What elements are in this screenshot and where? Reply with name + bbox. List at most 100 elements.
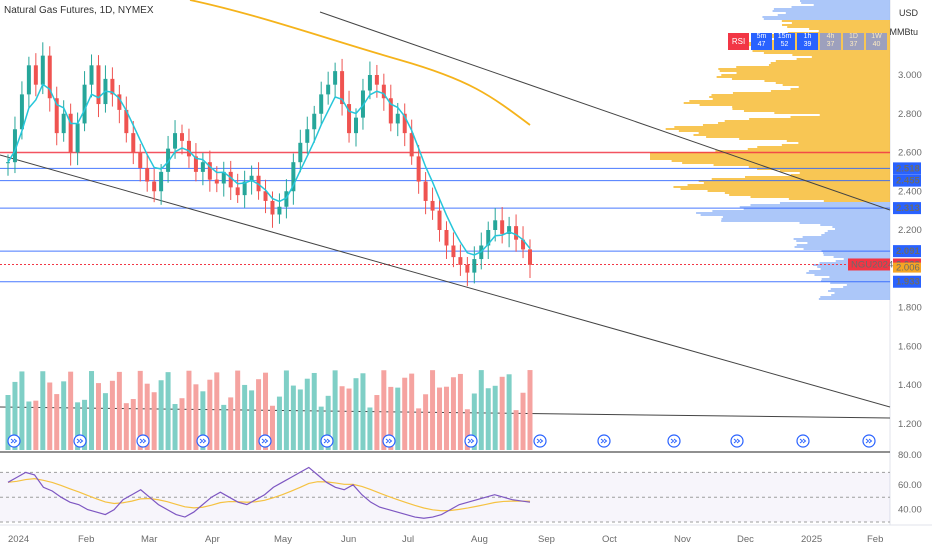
symbol-badge xyxy=(848,258,890,271)
candle-body xyxy=(68,113,73,153)
volume-bar xyxy=(193,384,199,450)
trendline-upper xyxy=(319,11,891,211)
volume-bar xyxy=(478,370,484,450)
candle-body xyxy=(152,181,157,192)
volume-profile-bar xyxy=(768,64,890,66)
volume-profile-bar xyxy=(832,226,890,228)
volume-profile-bar xyxy=(821,278,890,280)
volume-bar xyxy=(151,392,157,450)
volume-bar xyxy=(200,391,206,450)
volume-profile-bar xyxy=(731,78,890,80)
volume-bar xyxy=(123,403,129,450)
volume-bar xyxy=(464,409,470,450)
volume-profile-bar xyxy=(682,162,890,164)
volume-profile-bar xyxy=(650,158,890,160)
volume-profile-bar xyxy=(775,82,890,84)
volume-bar xyxy=(402,377,408,450)
volume-bar xyxy=(249,390,255,450)
volume-bar xyxy=(263,372,269,450)
volume-bar xyxy=(283,370,289,450)
volume-profile-bar xyxy=(806,272,890,274)
volume-profile-bar xyxy=(650,154,890,156)
volume-bar xyxy=(485,388,491,450)
candle-body xyxy=(298,142,303,163)
volume-profile-bar xyxy=(718,122,890,124)
volume-profile-bar xyxy=(823,200,890,202)
volume-profile-bar xyxy=(750,196,890,198)
volume-bar xyxy=(221,404,227,450)
volume-profile-bar xyxy=(787,26,890,28)
volume-profile-bar xyxy=(650,156,890,158)
volume-profile-bar xyxy=(794,246,890,248)
volume-bar xyxy=(158,380,164,450)
event-marker xyxy=(73,434,87,448)
volume-profile-bar xyxy=(790,116,890,118)
volume-profile-bar xyxy=(785,12,890,14)
level-badge xyxy=(893,275,921,288)
volume-profile-bar xyxy=(719,70,890,72)
trendline-lower xyxy=(0,154,891,408)
price-tick-label: 2.200 xyxy=(898,225,922,236)
level-badge-label: 1.933 xyxy=(896,277,920,288)
time-tick-label: May xyxy=(274,534,292,545)
candle-body xyxy=(186,140,191,157)
event-marker-chevron xyxy=(261,438,269,444)
volume-bar xyxy=(506,374,512,450)
volume-bar xyxy=(40,371,46,450)
volume-profile-bar xyxy=(811,56,890,58)
volume-profile-bar xyxy=(750,204,890,206)
volume-profile-bar xyxy=(823,254,890,256)
volume-profile-bar xyxy=(788,198,890,200)
time-tick-label: Mar xyxy=(141,534,157,545)
volume-bar xyxy=(437,387,443,450)
volume-bar xyxy=(527,370,533,450)
rsi-cell-15m: 15m 52 xyxy=(774,33,795,50)
price-tick-label: 1.200 xyxy=(898,419,922,430)
volume-bar xyxy=(12,381,18,450)
volume-profile-bar xyxy=(665,128,890,130)
volume-profile-bar xyxy=(820,224,890,226)
volume-profile-bar xyxy=(712,210,890,212)
axis-currency: USD xyxy=(898,8,918,18)
volume-profile-bar xyxy=(799,222,890,224)
volume-bar xyxy=(207,379,213,450)
candle-body xyxy=(40,55,45,85)
candle-body xyxy=(193,156,198,172)
volume-bar xyxy=(19,371,25,450)
volume-profile-bar xyxy=(770,62,890,64)
volume-profile-bar xyxy=(729,194,890,196)
volume-bar xyxy=(457,373,463,450)
volume-bar xyxy=(242,384,248,450)
volume-profile-bar xyxy=(747,148,890,150)
volume-profile-bar xyxy=(793,238,890,240)
volume-bar xyxy=(130,399,136,450)
volume-profile-bar xyxy=(739,206,890,208)
candle-body xyxy=(395,113,400,124)
volume-bar xyxy=(513,410,519,450)
volume-profile-bar xyxy=(796,244,890,246)
volume-profile-bar xyxy=(790,88,890,90)
volume-bars xyxy=(5,370,533,450)
candle-body xyxy=(381,84,386,99)
level-badge xyxy=(893,202,921,215)
volume-profile-bar xyxy=(828,290,890,292)
volume-bar xyxy=(269,405,275,450)
volume-profile-bar xyxy=(834,292,890,294)
volume-profile-bar xyxy=(833,256,890,258)
volume-profile-bar xyxy=(818,298,890,300)
rsi-tick-label: 40.00 xyxy=(898,505,922,516)
volume-profile-bar xyxy=(808,270,890,272)
volume-bar xyxy=(471,393,477,450)
time-tick-label: Jun xyxy=(341,534,356,545)
volume-bar xyxy=(89,371,95,450)
candle-body xyxy=(12,129,17,163)
volume-bar xyxy=(82,399,88,450)
volume-profile-bar xyxy=(802,236,890,238)
volume-bar xyxy=(179,398,185,450)
volume-profile-bar xyxy=(748,166,890,168)
volume-profile-bar xyxy=(762,16,890,18)
volume-profile-bar xyxy=(799,172,890,174)
time-tick-label: Oct xyxy=(602,534,617,545)
candle-body xyxy=(221,171,226,184)
event-marker-chevron xyxy=(536,438,544,444)
